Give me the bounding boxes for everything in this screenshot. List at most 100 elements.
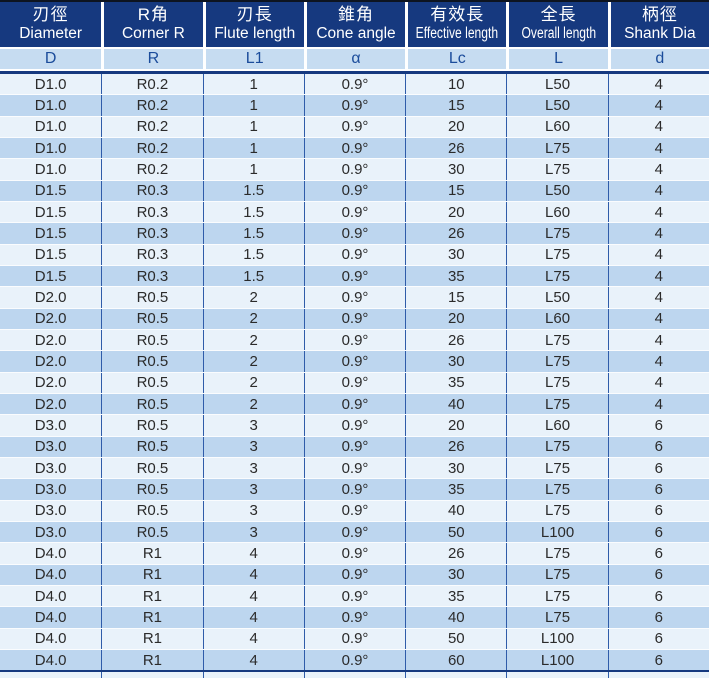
- cell-effective-length: 50: [405, 628, 507, 649]
- cell-corner-r: R0.5: [101, 479, 203, 500]
- cell-flute-length: 3: [202, 521, 304, 543]
- cell-flute-length: 2: [202, 372, 304, 393]
- cell-effective-length: 15: [405, 287, 507, 308]
- cell-overall-length: L75: [506, 244, 608, 265]
- units-body-gap: [0, 69, 709, 71]
- cell-shank-dia: 6: [607, 607, 709, 628]
- cell-diameter: D1.0: [0, 159, 102, 180]
- cell-corner-r: R0.5: [101, 500, 203, 521]
- cell-corner-r: R1: [101, 564, 203, 585]
- cell-diameter: D3.0: [0, 436, 102, 457]
- cell-shank-dia: 6: [607, 564, 709, 585]
- partial-cell: [506, 672, 608, 678]
- cell-cone-angle: 0.9°: [303, 308, 406, 329]
- header-units-divider: [0, 47, 709, 49]
- table-row: D3.0 R0.5 3 0.9° 26 L75 6: [0, 435, 709, 457]
- cell-effective-length: 26: [405, 543, 507, 564]
- cell-diameter: D1.5: [0, 201, 102, 223]
- unit-cell-l: L: [506, 49, 607, 69]
- cell-overall-length: L50: [506, 287, 608, 308]
- cell-diameter: D3.0: [0, 500, 102, 521]
- table-row: D4.0 R1 4 0.9° 40 L75 6: [0, 606, 709, 628]
- cell-cone-angle: 0.9°: [303, 329, 406, 351]
- cell-flute-length: 4: [202, 585, 304, 607]
- cell-flute-length: 1.5: [202, 265, 304, 287]
- cell-shank-dia: 4: [607, 265, 709, 287]
- cell-effective-length: 35: [405, 479, 507, 500]
- header-en-flute-length: Flute length: [214, 25, 296, 43]
- cell-flute-length: 1.5: [202, 201, 304, 223]
- table-row: D1.5 R0.3 1.5 0.9° 30 L75 4: [0, 243, 709, 265]
- cell-effective-length: 20: [405, 116, 507, 137]
- cell-corner-r: R0.3: [101, 244, 203, 265]
- table-row: D2.0 R0.5 2 0.9° 26 L75 4: [0, 328, 709, 351]
- cell-overall-length: L75: [506, 159, 608, 180]
- cell-diameter: D3.0: [0, 521, 102, 543]
- cell-corner-r: R1: [101, 607, 203, 628]
- cell-flute-length: 4: [202, 628, 304, 649]
- cell-flute-length: 4: [202, 564, 304, 585]
- cell-effective-length: 40: [405, 500, 507, 521]
- table-row: D1.5 R0.3 1.5 0.9° 35 L75 4: [0, 264, 709, 287]
- header-cell-overall-length: 全長 Overall length: [506, 2, 608, 47]
- cell-cone-angle: 0.9°: [303, 74, 406, 95]
- cell-effective-length: 30: [405, 457, 507, 479]
- cell-diameter: D4.0: [0, 649, 102, 671]
- cell-flute-length: 2: [202, 393, 304, 415]
- cell-corner-r: R0.2: [101, 159, 203, 180]
- cell-diameter: D2.0: [0, 308, 102, 329]
- header-zh-shank-dia: 柄徑: [641, 4, 678, 24]
- cell-diameter: D3.0: [0, 479, 102, 500]
- cell-shank-dia: 6: [607, 415, 709, 436]
- cell-corner-r: R1: [101, 543, 203, 564]
- table-row: D1.0 R0.2 1 0.9° 15 L50 4: [0, 94, 709, 116]
- partial-cell: [0, 672, 102, 678]
- cell-shank-dia: 6: [607, 628, 709, 649]
- cell-corner-r: R0.2: [101, 95, 203, 116]
- cell-shank-dia: 4: [607, 329, 709, 351]
- cell-flute-length: 2: [202, 287, 304, 308]
- cell-flute-length: 1.5: [202, 244, 304, 265]
- body-bottom-divider: [0, 670, 709, 672]
- unit-cell-lc: Lc: [405, 49, 506, 69]
- cell-shank-dia: 4: [607, 244, 709, 265]
- cell-shank-dia: 6: [607, 649, 709, 671]
- cell-overall-length: L60: [506, 308, 608, 329]
- cell-flute-length: 1.5: [202, 180, 304, 201]
- cell-flute-length: 2: [202, 308, 304, 329]
- table-row: D1.0 R0.2 1 0.9° 26 L75 4: [0, 136, 709, 159]
- table-row: D3.0 R0.5 3 0.9° 40 L75 6: [0, 499, 709, 521]
- cell-overall-length: L100: [506, 521, 608, 543]
- cell-cone-angle: 0.9°: [303, 564, 406, 585]
- cell-flute-length: 3: [202, 415, 304, 436]
- cell-cone-angle: 0.9°: [303, 265, 406, 287]
- table-row: D4.0 R1 4 0.9° 30 L75 6: [0, 563, 709, 585]
- cell-effective-length: 15: [405, 95, 507, 116]
- partial-cell: [607, 672, 709, 678]
- cell-shank-dia: 6: [607, 479, 709, 500]
- cell-corner-r: R0.5: [101, 436, 203, 457]
- unit-cell-l1: L1: [202, 49, 304, 69]
- cell-shank-dia: 4: [607, 159, 709, 180]
- cell-overall-length: L60: [506, 415, 608, 436]
- table-row: D4.0 R1 4 0.9° 35 L75 6: [0, 584, 709, 607]
- header-cell-corner-r: R角 Corner R: [101, 2, 203, 47]
- cell-overall-length: L75: [506, 393, 608, 415]
- table-row: D2.0 R0.5 2 0.9° 40 L75 4: [0, 392, 709, 415]
- cell-overall-length: L100: [506, 628, 608, 649]
- unit-cell-alpha: α: [303, 49, 405, 69]
- cell-effective-length: 20: [405, 308, 507, 329]
- cell-cone-angle: 0.9°: [303, 180, 406, 201]
- header-en-overall-length: Overall length: [521, 25, 596, 43]
- cell-cone-angle: 0.9°: [303, 244, 406, 265]
- cell-effective-length: 30: [405, 351, 507, 372]
- header-zh-corner-r: R角: [137, 4, 170, 24]
- cell-diameter: D1.5: [0, 244, 102, 265]
- table-row: D2.0 R0.5 2 0.9° 20 L60 4: [0, 307, 709, 329]
- cell-cone-angle: 0.9°: [303, 116, 406, 137]
- cell-overall-length: L75: [506, 265, 608, 287]
- header-en-diameter: Diameter: [19, 25, 83, 43]
- cell-flute-length: 3: [202, 436, 304, 457]
- cell-effective-length: 26: [405, 223, 507, 244]
- partial-row: [0, 672, 709, 678]
